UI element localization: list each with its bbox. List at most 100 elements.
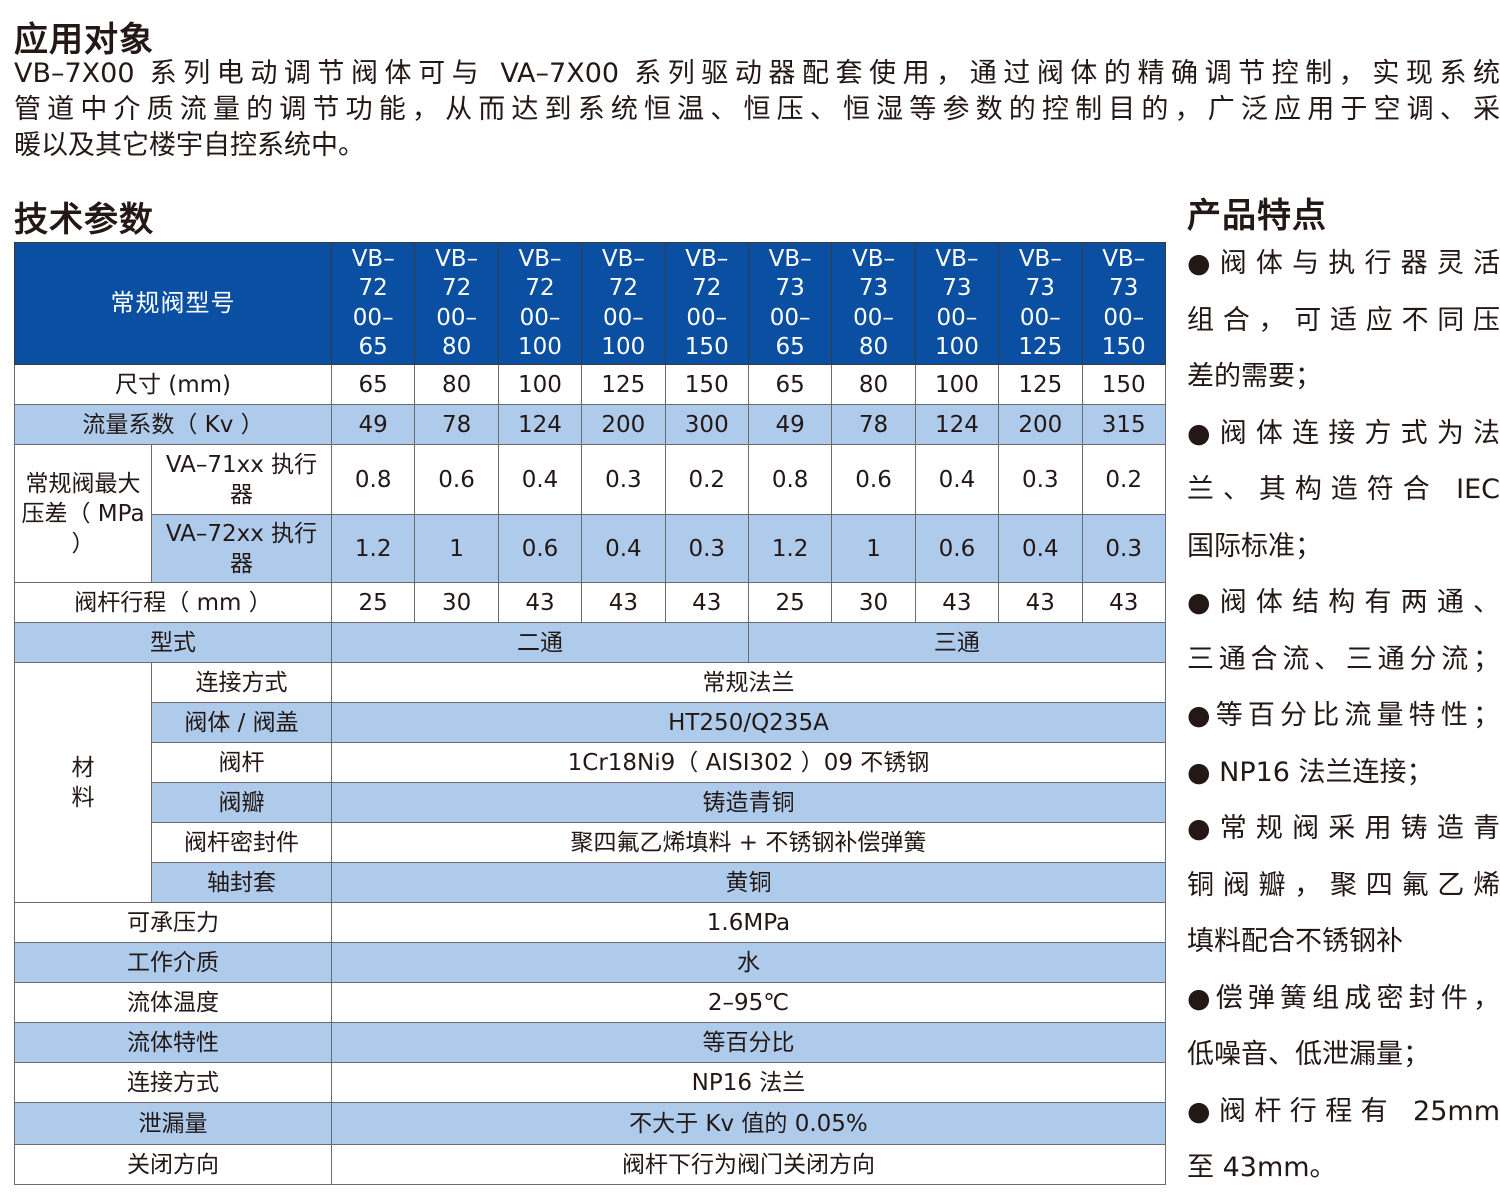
type-label: 型式 <box>14 622 332 663</box>
table-row: 常规阀最大压差（ MPa ） VA–71xx 执行器 0.8 0.6 0.4 0.3 0.2… <box>14 444 1166 583</box>
size-value: 150 <box>1081 364 1166 405</box>
size-label: 尺寸 (mm) <box>14 364 332 405</box>
pressure-value: 1.2 <box>747 514 833 583</box>
model-part: 00– <box>602 304 644 331</box>
model-part: 100 <box>601 334 646 360</box>
pressure-value: 0.6 <box>497 514 583 583</box>
material-item-value: HT250/Q235A <box>331 702 1166 743</box>
model-part: VB– <box>685 245 729 272</box>
spec-title: 技术参数 <box>14 200 154 240</box>
size-value: 125 <box>998 364 1083 405</box>
kv-value: 124 <box>914 404 1000 445</box>
feature-line: ●阀体连接方式为法 <box>1187 417 1500 449</box>
stroke-value: 43 <box>998 582 1083 623</box>
pressure-value: 0.4 <box>914 444 1000 515</box>
model-part: 80 <box>858 334 889 360</box>
model-part: 00– <box>1019 304 1061 331</box>
general-value: 等百分比 <box>331 1022 1166 1063</box>
intro-line: 暖以及其它楼宇自控系统中。 <box>14 130 365 161</box>
general-label: 关闭方向 <box>14 1144 332 1185</box>
intro-paragraph: VB–7X00 系列电动调节阀体可与 VA–7X00 系列驱动器配套使用，通过阀… <box>14 56 1500 164</box>
model-header: VB– 72 00– 100 <box>497 242 583 365</box>
model-part: 73 <box>942 275 972 301</box>
material-item-label: 阀杆密封件 <box>151 822 332 863</box>
table-row: 阀杆 1Cr18Ni9（ AISI302 ）09 不锈钢 <box>15 742 1166 783</box>
actuator-label: VA–71xx 执行器 <box>151 444 332 515</box>
model-part: 72 <box>358 275 388 301</box>
pressure-value: 0.6 <box>831 444 916 515</box>
size-value: 150 <box>664 364 749 405</box>
intro-title: 应用对象 <box>14 20 154 60</box>
table-row: 材料 连接方式 常规法兰 <box>14 662 1166 903</box>
pressure-value: 0.3 <box>664 514 749 583</box>
model-part: 65 <box>775 334 805 360</box>
feature-line: 三通合流、三通分流； <box>1187 643 1500 675</box>
model-part: VB– <box>935 245 979 272</box>
general-value: 水 <box>331 942 1166 983</box>
kv-value: 200 <box>998 404 1083 445</box>
pressure-value: 0.4 <box>581 514 666 583</box>
model-part: VB– <box>435 245 479 272</box>
model-part: 65 <box>358 334 388 360</box>
pressure-value: 1 <box>831 514 916 583</box>
model-part: 72 <box>608 275 638 301</box>
table-row: 泄漏量 不大于 Kv 值的 0.05% <box>14 1102 1166 1145</box>
pressure-value: 0.6 <box>414 444 499 515</box>
table-row: 阀体 / 阀盖 HT250/Q235A <box>15 702 1166 743</box>
general-label: 连接方式 <box>14 1062 332 1103</box>
model-part: 73 <box>1025 275 1055 301</box>
material-item-label: 阀体 / 阀盖 <box>151 702 332 743</box>
model-part: 72 <box>441 275 472 301</box>
table-row: 流体特性 等百分比 <box>14 1022 1166 1063</box>
material-item-value: 聚四氟乙烯填料 + 不锈钢补偿弹簧 <box>331 822 1166 863</box>
stroke-value: 43 <box>581 582 666 623</box>
size-value: 65 <box>747 364 833 405</box>
model-header: VB– 73 00– 125 <box>998 242 1083 365</box>
general-label: 流体特性 <box>14 1022 332 1063</box>
model-part: 00– <box>352 304 394 331</box>
model-part: 73 <box>858 275 889 301</box>
feature-line: 低噪音、低泄漏量； <box>1187 1039 1430 1070</box>
pressure-value: 1 <box>414 514 499 583</box>
model-header: VB– 73 00– 65 <box>747 242 833 365</box>
model-part: VB– <box>768 245 812 272</box>
model-part: 150 <box>1101 334 1146 360</box>
pressure-value: 0.2 <box>1081 444 1166 515</box>
feature-line: ●偿弹簧组成密封件， <box>1187 982 1500 1014</box>
feature-line: 组合，可适应不同压 <box>1187 304 1500 336</box>
size-value: 100 <box>497 364 583 405</box>
kv-value: 49 <box>747 404 833 445</box>
table-row: 阀瓣 铸造青铜 <box>15 782 1166 823</box>
stroke-value: 30 <box>831 582 916 623</box>
table-row: 关闭方向 阀杆下行为阀门关闭方向 <box>14 1144 1166 1185</box>
model-header: VB– 72 00– 150 <box>664 242 749 365</box>
model-part: VB– <box>601 245 645 272</box>
kv-value: 200 <box>581 404 666 445</box>
pressure-value: 0.4 <box>497 444 583 515</box>
pressure-value: 0.3 <box>998 444 1083 515</box>
stroke-value: 43 <box>1081 582 1166 623</box>
model-part: 125 <box>1018 334 1063 360</box>
model-label: 常规阀型号 <box>14 242 332 365</box>
model-header: VB– 73 00– 100 <box>914 242 1000 365</box>
material-item-label: 阀杆 <box>151 742 332 783</box>
table-row: 流量系数（ Kv ） 49 78 124 200 300 49 78 124 200 315 <box>14 404 1166 445</box>
stroke-value: 25 <box>747 582 833 623</box>
pressure-value: 1.2 <box>330 514 416 583</box>
material-item-label: 轴封套 <box>151 862 332 903</box>
stroke-value: 43 <box>914 582 1000 623</box>
general-value: 1.6MPa <box>331 902 1166 943</box>
model-part: VB– <box>518 245 562 272</box>
feature-line: ● NP16 法兰连接； <box>1187 756 1434 788</box>
stroke-value: 43 <box>664 582 749 623</box>
table-row: 流体温度 2–95℃ <box>14 982 1166 1023</box>
model-part: VB– <box>852 245 896 272</box>
stroke-value: 30 <box>414 582 499 623</box>
material-item-value: 黄铜 <box>331 862 1166 903</box>
intro-line: VB–7X00 系列电动调节阀体可与 VA–7X00 系列驱动器配套使用，通过阀… <box>14 58 1500 89</box>
material-item-value: 1Cr18Ni9（ AISI302 ）09 不锈钢 <box>331 742 1166 783</box>
stroke-value: 43 <box>497 582 583 623</box>
type-value: 三通 <box>747 622 1166 663</box>
model-header: VB– 72 00– 100 <box>581 242 666 365</box>
intro-line: 管道中介质流量的调节功能，从而达到系统恒温、恒压、恒湿等参数的控制目的，广泛应用… <box>14 94 1500 125</box>
